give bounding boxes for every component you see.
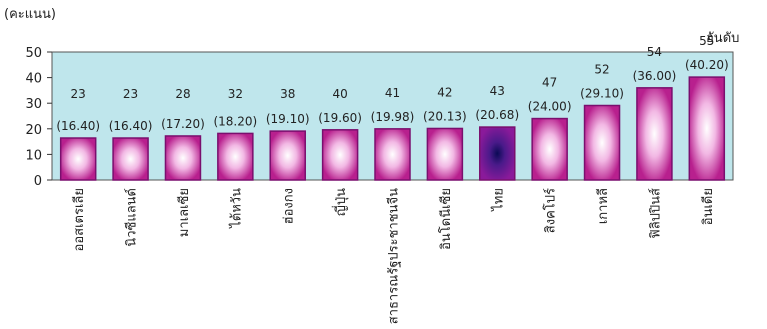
rank-label: 54 — [647, 45, 662, 59]
rank-label: 38 — [280, 87, 295, 101]
rank-label: 23 — [71, 87, 86, 101]
bar — [426, 127, 464, 181]
category-label: ฟิลิปปินส์ — [647, 188, 663, 239]
value-label: (20.68) — [475, 108, 519, 122]
value-label: (29.10) — [580, 87, 624, 101]
y-tick-label: 20 — [25, 123, 42, 138]
rank-label: 42 — [437, 85, 452, 99]
y-tick-label: 0 — [34, 174, 42, 189]
value-label: (19.10) — [266, 112, 310, 126]
bar — [479, 126, 516, 181]
category-label: ไทย — [490, 188, 506, 212]
rank-label: 47 — [542, 76, 557, 90]
category-label: มาเลเซีย — [176, 188, 192, 237]
rank-header: อันดับ — [706, 31, 739, 46]
y-tick-label: 30 — [25, 97, 42, 112]
value-label: (40.20) — [685, 58, 729, 72]
value-label: (36.00) — [633, 69, 677, 83]
category-label: เกาหลี — [595, 188, 611, 224]
category-label: อินเดีย — [700, 188, 716, 225]
value-label: (20.13) — [423, 109, 467, 123]
category-label: สาธารณรัฐประชาชนจีน — [386, 188, 402, 324]
category-label: สิงคโปร์ — [543, 188, 559, 233]
bar — [112, 137, 149, 181]
bar — [688, 76, 726, 181]
value-label: (16.40) — [56, 119, 100, 133]
y-tick-label: 40 — [25, 72, 42, 87]
bars-group — [59, 76, 726, 181]
bar — [583, 104, 621, 181]
value-label: (19.98) — [371, 110, 415, 124]
bar — [636, 87, 673, 181]
bar — [374, 128, 411, 181]
category-label: ญี่ปุ่น — [332, 188, 349, 216]
bar — [217, 132, 254, 181]
rank-label: 40 — [332, 87, 347, 101]
rank-label: 23 — [123, 87, 138, 101]
rank-label: 52 — [594, 63, 609, 77]
category-label: ไต้หวัน — [228, 188, 244, 229]
rank-label: 43 — [490, 84, 505, 98]
bar — [531, 117, 568, 181]
category-label: อินโดนีเซีย — [438, 188, 454, 250]
value-label: (24.00) — [528, 100, 572, 114]
y-tick-label: 50 — [25, 46, 42, 61]
value-label: (18.20) — [213, 114, 257, 128]
labels-group: (16.40) 23 ออสเตรเลีย (16.40) 23 นิวซีแลนด์ (1… — [56, 34, 728, 324]
bar — [269, 130, 306, 181]
bar — [321, 129, 359, 181]
rank-label: 32 — [228, 87, 243, 101]
category-label: ออสเตรเลีย — [71, 188, 87, 251]
value-label: (16.40) — [109, 119, 153, 133]
bar — [164, 135, 202, 181]
y-tick-label: 10 — [25, 148, 42, 163]
rank-label: 28 — [175, 87, 190, 101]
rank-label: 41 — [385, 86, 400, 100]
bar — [59, 137, 97, 181]
value-label: (19.60) — [318, 111, 362, 125]
y-axis-title: (คะแนน) — [4, 7, 56, 22]
y-axis: 0 10 20 30 40 50 — [25, 46, 52, 189]
category-label: ฮ่องกง — [282, 188, 297, 224]
category-label: นิวซีแลนด์ — [124, 188, 140, 247]
value-label: (17.20) — [161, 117, 205, 131]
rank-label: 55 — [699, 34, 714, 48]
